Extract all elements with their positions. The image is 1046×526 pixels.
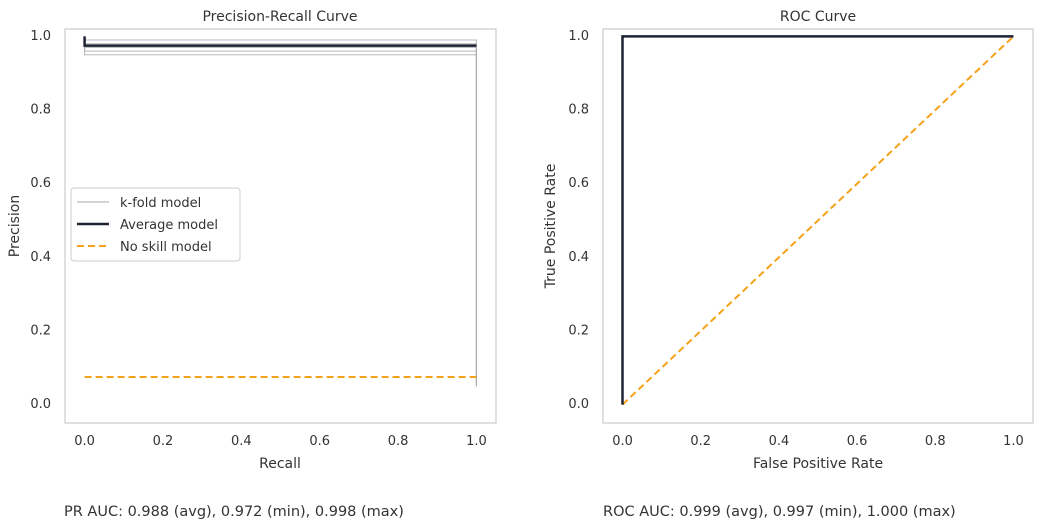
roc-y-ticks: 0.0 0.2 0.4 0.6 0.8 1.0 [568, 29, 589, 412]
pr-series-average-model-5 [83, 36, 477, 47]
roc-series-no-skill-model-2 [621, 35, 1015, 406]
pr-chart: Precision-Recall Curve 0.0 0.2 0.4 0.6 0… [7, 9, 497, 520]
pr-legend-kfold-label: k-fold model [120, 196, 201, 211]
pr-x-tick: 0.0 [74, 434, 95, 449]
pr-legend-noskill-label: No skill model [120, 240, 212, 255]
roc-y-tick: 0.2 [568, 323, 589, 338]
pr-legend: k-fold model Average model No skill mode… [70, 187, 241, 262]
pr-x-tick: 1.0 [466, 434, 487, 449]
roc-chart: ROC Curve 0.0 0.2 0.4 0.6 0.8 1.0 0.0 0.… [543, 9, 1034, 520]
roc-y-tick: 0.6 [568, 176, 589, 191]
roc-x-tick: 1.0 [1003, 434, 1024, 449]
roc-x-axis-label: False Positive Rate [753, 456, 883, 472]
pr-y-tick: 0.6 [30, 176, 51, 191]
roc-x-tick: 0.8 [925, 434, 946, 449]
roc-x-ticks: 0.0 0.2 0.4 0.6 0.8 1.0 [612, 434, 1024, 449]
pr-auc-summary: PR AUC: 0.988 (avg), 0.972 (min), 0.998 … [64, 504, 404, 520]
roc-y-tick: 0.4 [568, 250, 589, 265]
pr-x-tick: 0.2 [153, 434, 174, 449]
pr-y-tick: 0.8 [30, 103, 51, 118]
pr-y-tick: 1.0 [30, 29, 51, 44]
pr-x-ticks: 0.0 0.2 0.4 0.6 0.8 1.0 [74, 434, 487, 449]
roc-y-tick: 0.8 [568, 103, 589, 118]
roc-plot-frame [602, 28, 1034, 424]
pr-legend-box [70, 187, 241, 262]
roc-series-group [621, 35, 1015, 406]
roc-x-tick: 0.4 [769, 434, 790, 449]
pr-plot-frame [64, 28, 497, 424]
pr-series-group [83, 36, 477, 387]
roc-x-tick: 0.6 [847, 434, 868, 449]
roc-y-tick: 0.0 [568, 397, 589, 412]
roc-x-tick: 0.2 [690, 434, 711, 449]
pr-y-axis-label: Precision [7, 195, 23, 257]
roc-auc-summary: ROC AUC: 0.999 (avg), 0.997 (min), 1.000… [603, 504, 956, 520]
roc-y-tick: 1.0 [568, 29, 589, 44]
pr-x-tick: 0.4 [231, 434, 252, 449]
pr-x-tick: 0.8 [388, 434, 409, 449]
pr-x-axis-label: Recall [259, 456, 301, 472]
pr-legend-average-label: Average model [120, 218, 218, 233]
roc-chart-title: ROC Curve [780, 9, 856, 25]
pr-y-tick: 0.2 [30, 323, 51, 338]
pr-x-tick: 0.6 [309, 434, 330, 449]
roc-y-axis-label: True Positive Rate [543, 164, 559, 290]
pr-chart-title: Precision-Recall Curve [202, 9, 357, 25]
pr-y-ticks: 0.0 0.2 0.4 0.6 0.8 1.0 [30, 29, 51, 412]
pr-y-tick: 0.0 [30, 397, 51, 412]
pr-y-tick: 0.4 [30, 250, 51, 265]
roc-series-average-model-1 [621, 35, 1014, 405]
roc-x-tick: 0.0 [612, 434, 633, 449]
